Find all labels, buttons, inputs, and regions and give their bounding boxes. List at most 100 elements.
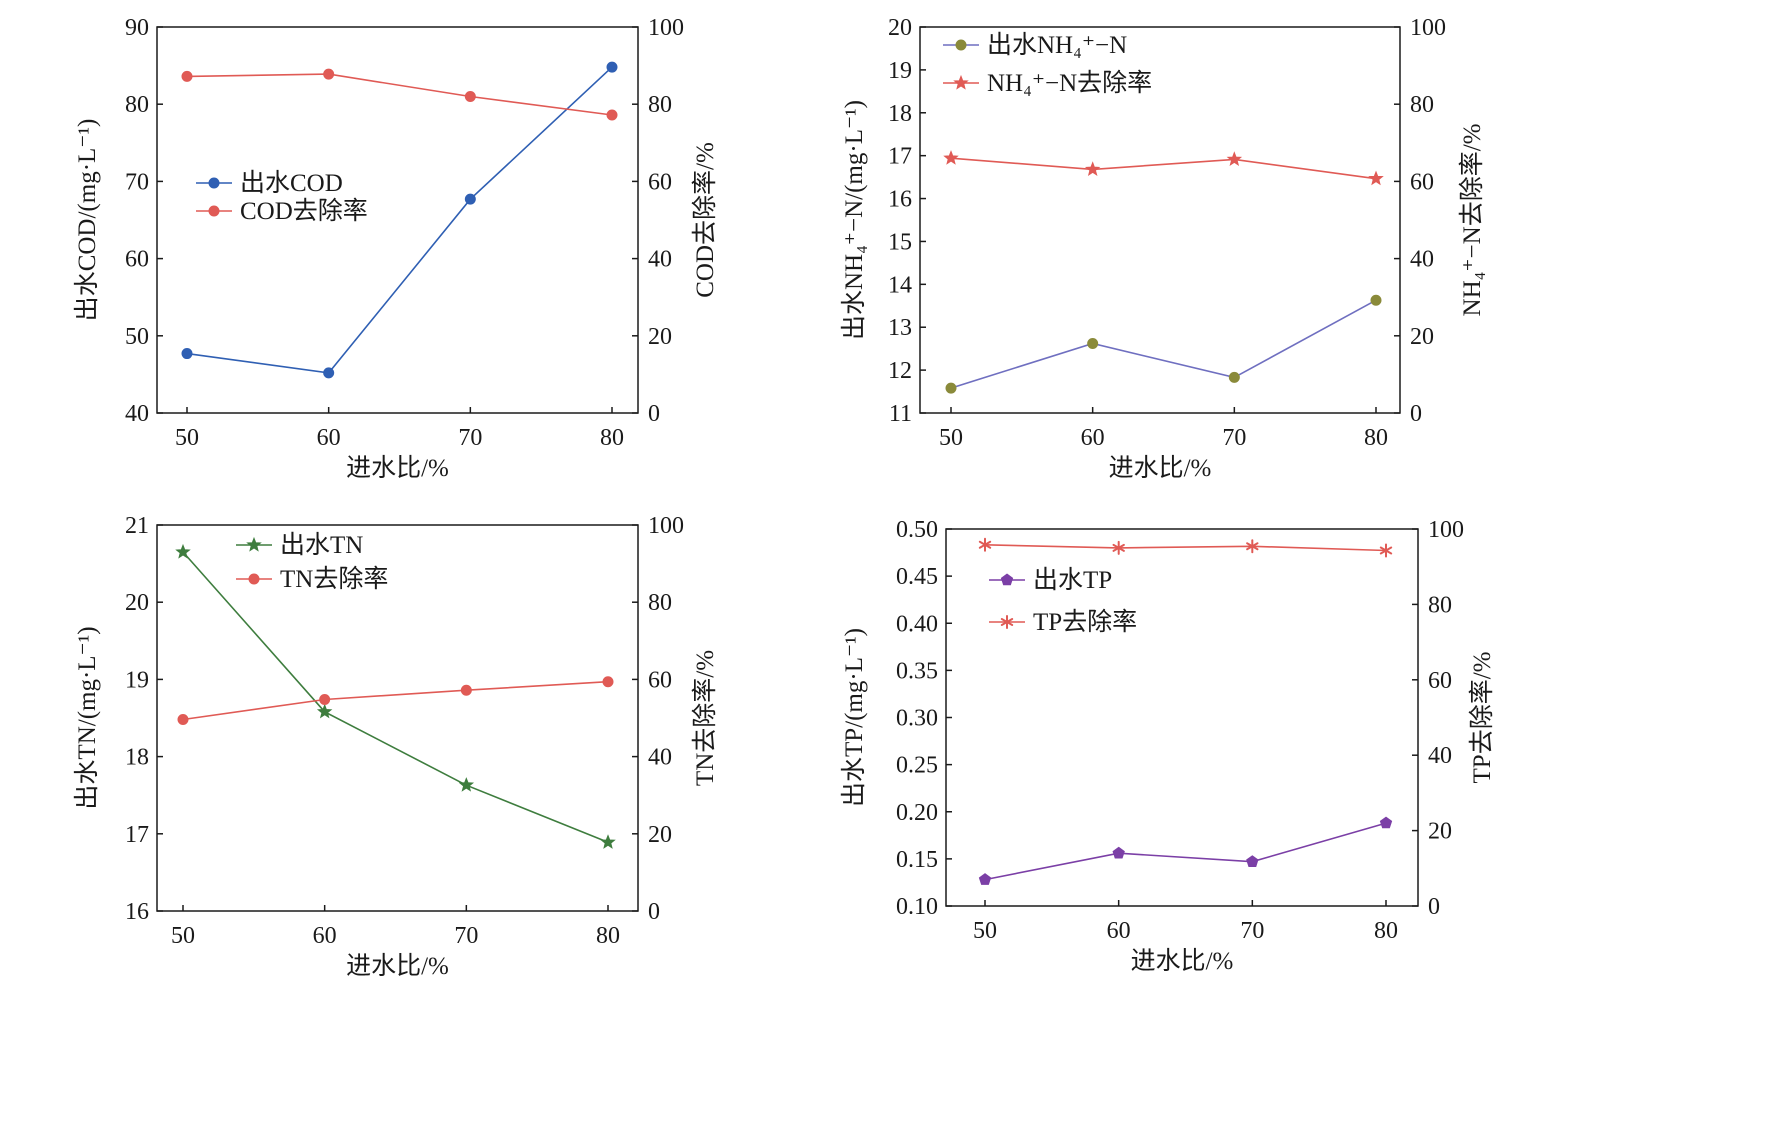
x-tick-label: 80 [1364,425,1388,451]
tp-chart: 50 60 70 80 0.10 0.15 0.20 0.25 0.30 0.35 0.40 0.45… [840,517,1496,975]
y-tick-label: 0.10 [896,894,938,920]
x-tick-label: 60 [317,425,341,451]
y-tick-label: 0.15 [896,847,938,873]
y-tick-label: 16 [125,899,149,925]
plot-frame [156,26,639,414]
legend-label: TN去除率 [280,565,388,593]
data-point [175,543,191,559]
plot-frame [156,524,639,912]
series-line [984,544,1387,552]
y-tick-label: 0.35 [896,658,938,684]
series-line [950,299,1377,389]
legend-marker [1000,615,1014,629]
y2-tick-label: 0 [1428,894,1440,920]
series-line [186,66,613,374]
y-tick-label: 0.40 [896,611,938,637]
y2-tick-label: 80 [648,92,672,118]
y2-tick-label: 40 [648,247,672,273]
y-tick-label: 0.20 [896,800,938,826]
plot-frame [919,26,1401,414]
y2-tick-label: 0 [648,401,660,427]
y-tick-label: 18 [888,101,912,127]
y2-tick-label: 0 [1410,401,1422,427]
y2-tick-label: 20 [1428,819,1452,845]
y-tick-label: 17 [125,822,149,848]
y2-axis-label: NH₄⁺−N去除率/% [1458,124,1486,317]
y2-axis-label: TN去除率/% [691,650,719,786]
x-tick-label: 50 [973,918,997,944]
x-tick-label: 50 [175,425,199,451]
x-tick-label: 60 [1081,425,1105,451]
data-point [323,68,335,80]
x-tick-label: 70 [1240,918,1264,944]
y2-tick-label: 80 [1428,592,1452,618]
y-tick-label: 21 [125,513,149,539]
legend: 出水TN TN去除率 [236,531,388,593]
x-tick-label: 60 [1107,918,1131,944]
x-tick-label: 80 [600,425,624,451]
y-tick-label: 14 [888,272,912,298]
x-tick-label: 50 [939,425,963,451]
x-tick-label: 60 [313,923,337,949]
legend: 出水NH₄⁺−N NH₄⁺−N去除率 [943,31,1152,97]
y-tick-label: 15 [888,229,912,255]
y-tick-label: 90 [125,15,149,41]
y-tick-label: 60 [125,247,149,273]
data-point [1370,294,1382,306]
data-point [602,676,614,688]
x-tick-label: 80 [596,923,620,949]
data-point [945,382,957,394]
y-tick-label: 0.45 [896,564,938,590]
y2-tick-label: 60 [1428,668,1452,694]
data-point [978,537,992,552]
y2-tick-label: 60 [648,667,672,693]
y2-tick-label: 20 [648,324,672,350]
data-point [1246,539,1259,554]
legend-label: 出水TP [1033,566,1112,594]
x-axis-label: 进水比/% [346,952,449,980]
x-axis-label: 进水比/% [1131,947,1234,975]
y2-tick-label: 40 [1428,743,1452,769]
data-point [1084,161,1101,177]
y-axis-label: 出水NH₄⁺−N/(mg·L⁻¹) [840,100,868,340]
data-point [464,90,476,102]
legend-label: TP去除率 [1033,608,1137,636]
data-point [600,834,616,849]
y2-tick-label: 60 [1410,169,1434,195]
figure-canvas: 50 60 70 80 40 50 60 70 80 90 0 20 40 60 80 100 进水比/% 出水C… [73,15,1496,980]
y-tick-label: 0.30 [896,706,938,732]
x-axis-label: 进水比/% [346,454,449,482]
y-axis-label: 出水COD/(mg·L⁻¹) [73,119,101,322]
y-tick-label: 80 [125,92,149,118]
y-tick-label: 40 [125,401,149,427]
data-point [606,61,618,73]
legend-label: NH₄⁺−N去除率 [987,69,1152,97]
cod-chart: 50 60 70 80 40 50 60 70 80 90 0 20 40 60 80 100 进水比/% 出水C… [73,15,719,482]
legend-label: 出水COD [240,169,343,197]
data-point [1112,846,1125,859]
y-tick-label: 20 [888,15,912,41]
data-point [1379,543,1393,558]
y-tick-label: 17 [888,144,912,170]
legend-marker [1000,573,1014,586]
series-line [186,73,613,116]
series-line [950,157,1377,180]
y2-tick-label: 100 [648,513,684,539]
data-point [1087,338,1099,350]
y-tick-label: 19 [125,667,149,693]
data-point [181,70,193,82]
legend-marker [246,536,262,552]
y-tick-label: 19 [888,58,912,84]
y-tick-label: 0.50 [896,517,938,543]
legend-marker [208,205,220,217]
y-tick-label: 50 [125,324,149,350]
y-tick-label: 13 [888,315,912,341]
x-tick-label: 70 [458,425,482,451]
series-line [182,680,609,721]
y2-tick-label: 100 [648,15,684,41]
data-point [1379,816,1393,829]
y2-tick-label: 20 [1410,324,1434,350]
data-point [1368,170,1384,186]
y2-tick-label: 80 [1410,92,1434,118]
y2-tick-label: 100 [1410,15,1446,41]
